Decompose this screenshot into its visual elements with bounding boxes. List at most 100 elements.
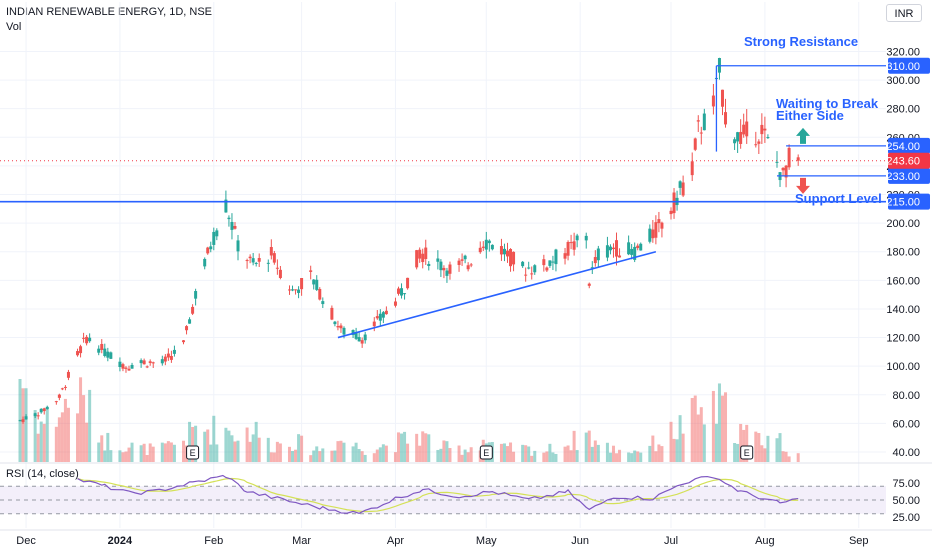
volume-bar	[251, 434, 255, 462]
volume-bar	[720, 395, 724, 462]
earnings-marker	[740, 445, 754, 460]
y-tick-label: 40.00	[892, 447, 920, 459]
candle-body	[605, 245, 609, 258]
volume-bar	[381, 444, 385, 462]
candle-body	[506, 250, 510, 257]
candle-body	[569, 242, 573, 244]
breakdown-down-arrow	[796, 177, 810, 194]
candle-body	[566, 242, 570, 256]
volume-bar	[766, 435, 770, 462]
candle-body	[690, 161, 694, 176]
candle-body	[418, 249, 422, 259]
candle-body	[739, 131, 743, 144]
candle-body	[512, 251, 516, 265]
volume-bar	[172, 444, 176, 462]
price-level-label: 254.00	[886, 141, 920, 153]
y-tick-label: 300.00	[886, 75, 920, 87]
x-tick-label: Jul	[664, 535, 678, 547]
candle-body	[545, 267, 549, 271]
volume-bar	[400, 433, 404, 462]
x-tick-label: Jun	[571, 535, 589, 547]
currency-selector[interactable]: INR	[886, 4, 922, 22]
candle-body	[651, 229, 655, 239]
volume-bar	[215, 444, 219, 462]
candle-body	[251, 258, 255, 263]
candle-body	[618, 255, 622, 258]
candle-body	[330, 307, 334, 320]
candle-body	[766, 137, 770, 139]
volume-bar	[163, 443, 167, 462]
candle-body	[130, 364, 134, 369]
candle-body	[720, 89, 724, 107]
volume-bar	[360, 451, 364, 462]
candle-body	[321, 301, 325, 305]
volume-bar	[439, 448, 443, 462]
volume-bar	[509, 442, 513, 462]
candle-body	[711, 95, 715, 107]
volume-bar	[575, 450, 579, 462]
candle-body	[781, 167, 785, 171]
volume-bar	[615, 453, 619, 462]
candle-body	[403, 293, 407, 295]
candle-body	[79, 346, 83, 354]
candle-body	[533, 265, 537, 273]
candle-body	[490, 244, 494, 250]
volume-bar	[527, 446, 531, 462]
candle-body	[636, 245, 640, 249]
candle-body	[384, 310, 388, 315]
candle-body	[509, 249, 513, 267]
volume-bar	[230, 435, 234, 462]
candle-body	[354, 332, 358, 339]
volume-bar	[690, 398, 694, 462]
candle-body	[278, 269, 282, 278]
candle-body	[254, 262, 258, 264]
candle-body	[148, 361, 152, 363]
candle-body	[415, 250, 419, 268]
volume-bar	[672, 438, 676, 462]
price-level-tag	[888, 137, 930, 154]
candle-body	[172, 349, 176, 354]
volume-bar	[266, 437, 270, 462]
candle-body	[469, 264, 473, 266]
candle-body	[360, 340, 364, 344]
volume-bar	[206, 429, 210, 462]
last-price-label: 243.60	[886, 156, 920, 168]
candle-body	[21, 419, 25, 422]
candle-body	[463, 255, 467, 260]
volume-bar	[466, 452, 470, 462]
candle-body	[381, 312, 385, 318]
volume-bar	[611, 445, 615, 462]
candle-body	[339, 325, 343, 329]
volume-bar	[145, 455, 149, 462]
volume-bar	[763, 448, 767, 462]
earnings-marker	[186, 445, 200, 460]
volume-bar	[300, 435, 304, 462]
candle-body	[563, 253, 567, 259]
candle-body	[145, 366, 149, 368]
candle-body	[648, 228, 652, 242]
price-level-tag	[888, 57, 930, 74]
volume-bar	[427, 434, 431, 462]
candle-body	[118, 361, 122, 368]
candle-body	[36, 415, 40, 417]
x-tick-label: May	[476, 535, 497, 547]
price-level-label: 233.00	[886, 171, 920, 183]
earnings-marker-label: E	[190, 448, 196, 458]
volume-bar	[548, 443, 552, 462]
volume-bar	[275, 441, 279, 462]
volume-bar	[21, 388, 25, 462]
x-tick-label: Aug	[755, 535, 775, 547]
volume-bar	[657, 444, 661, 462]
volume-bar	[442, 440, 446, 462]
candle-body	[639, 243, 643, 251]
volume-bar	[739, 423, 743, 462]
volume-bar	[714, 423, 718, 462]
candle-body	[160, 359, 164, 364]
volume-bar	[212, 415, 216, 462]
candle-body	[421, 253, 425, 263]
candle-body	[460, 259, 464, 261]
volume-bar	[375, 449, 379, 462]
volume-bar	[194, 425, 198, 462]
candle-body	[524, 274, 528, 276]
